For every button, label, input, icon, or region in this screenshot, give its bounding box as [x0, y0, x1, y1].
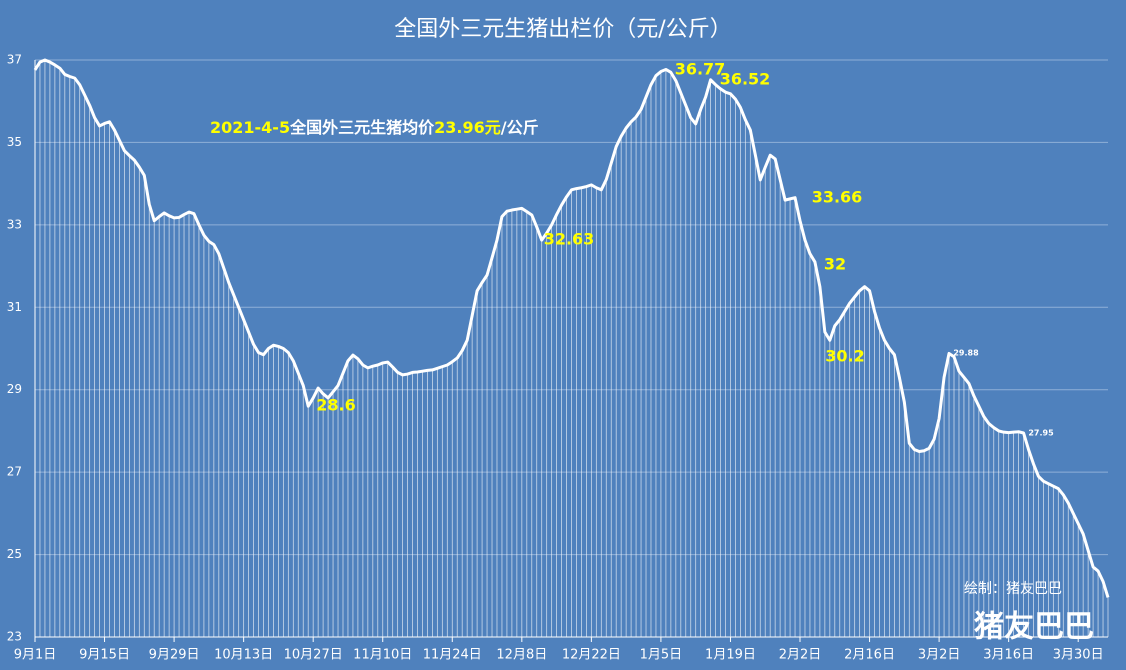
- y-tick-label: 25: [7, 547, 22, 561]
- x-tick-label: 12月8日: [496, 648, 547, 663]
- x-tick-label: 11月24日: [423, 648, 482, 663]
- x-tick-label: 10月27日: [284, 648, 343, 663]
- annotation: 32: [824, 255, 846, 274]
- annotation: 30.2: [825, 347, 864, 366]
- x-tick-label: 3月16日: [983, 648, 1034, 663]
- x-tick-label: 3月2日: [918, 648, 961, 663]
- subtitle-part: 23.96元: [434, 118, 501, 137]
- x-tick-label: 11月10日: [353, 648, 412, 663]
- annotation: 33.66: [812, 188, 863, 207]
- y-tick-label: 35: [7, 135, 22, 149]
- x-tick-label: 9月15日: [79, 648, 130, 663]
- x-tick-label: 2月2日: [779, 648, 822, 663]
- annotation: 28.6: [316, 396, 355, 415]
- annotation: 29.88: [953, 349, 979, 358]
- x-tick-label: 10月13日: [214, 648, 273, 663]
- subtitle: 2021-4-5全国外三元生猪均价23.96元/公斤: [210, 118, 539, 137]
- subtitle-part: 2021-4-5: [210, 118, 290, 137]
- watermark: 猪友巴巴: [974, 610, 1094, 645]
- y-tick-label: 27: [7, 465, 22, 479]
- x-tick-label: 1月5日: [640, 648, 683, 663]
- y-tick-label: 31: [7, 300, 22, 314]
- x-tick-label: 9月1日: [14, 648, 57, 663]
- x-tick-label: 2月16日: [844, 648, 895, 663]
- annotation: 36.52: [720, 70, 771, 89]
- annotation: 36.77: [675, 60, 726, 79]
- x-tick-label: 12月22日: [562, 648, 621, 663]
- annotation: 32.63: [544, 230, 595, 249]
- x-tick-label: 3月30日: [1053, 648, 1104, 663]
- subtitle-part: /公斤: [501, 118, 539, 137]
- price-line: [33, 58, 1110, 598]
- x-tick-label: 1月19日: [705, 648, 756, 663]
- y-tick-label: 33: [7, 217, 22, 231]
- chart-title: 全国外三元生猪出栏价（元/公斤）: [394, 17, 731, 42]
- subtitle-part: 全国外三元生猪均价: [289, 118, 435, 137]
- annotation: 27.95: [1028, 429, 1054, 438]
- y-tick-label: 29: [7, 382, 22, 396]
- y-tick-label: 23: [7, 630, 22, 644]
- y-tick-label: 37: [7, 53, 22, 67]
- x-tick-label: 9月29日: [149, 648, 200, 663]
